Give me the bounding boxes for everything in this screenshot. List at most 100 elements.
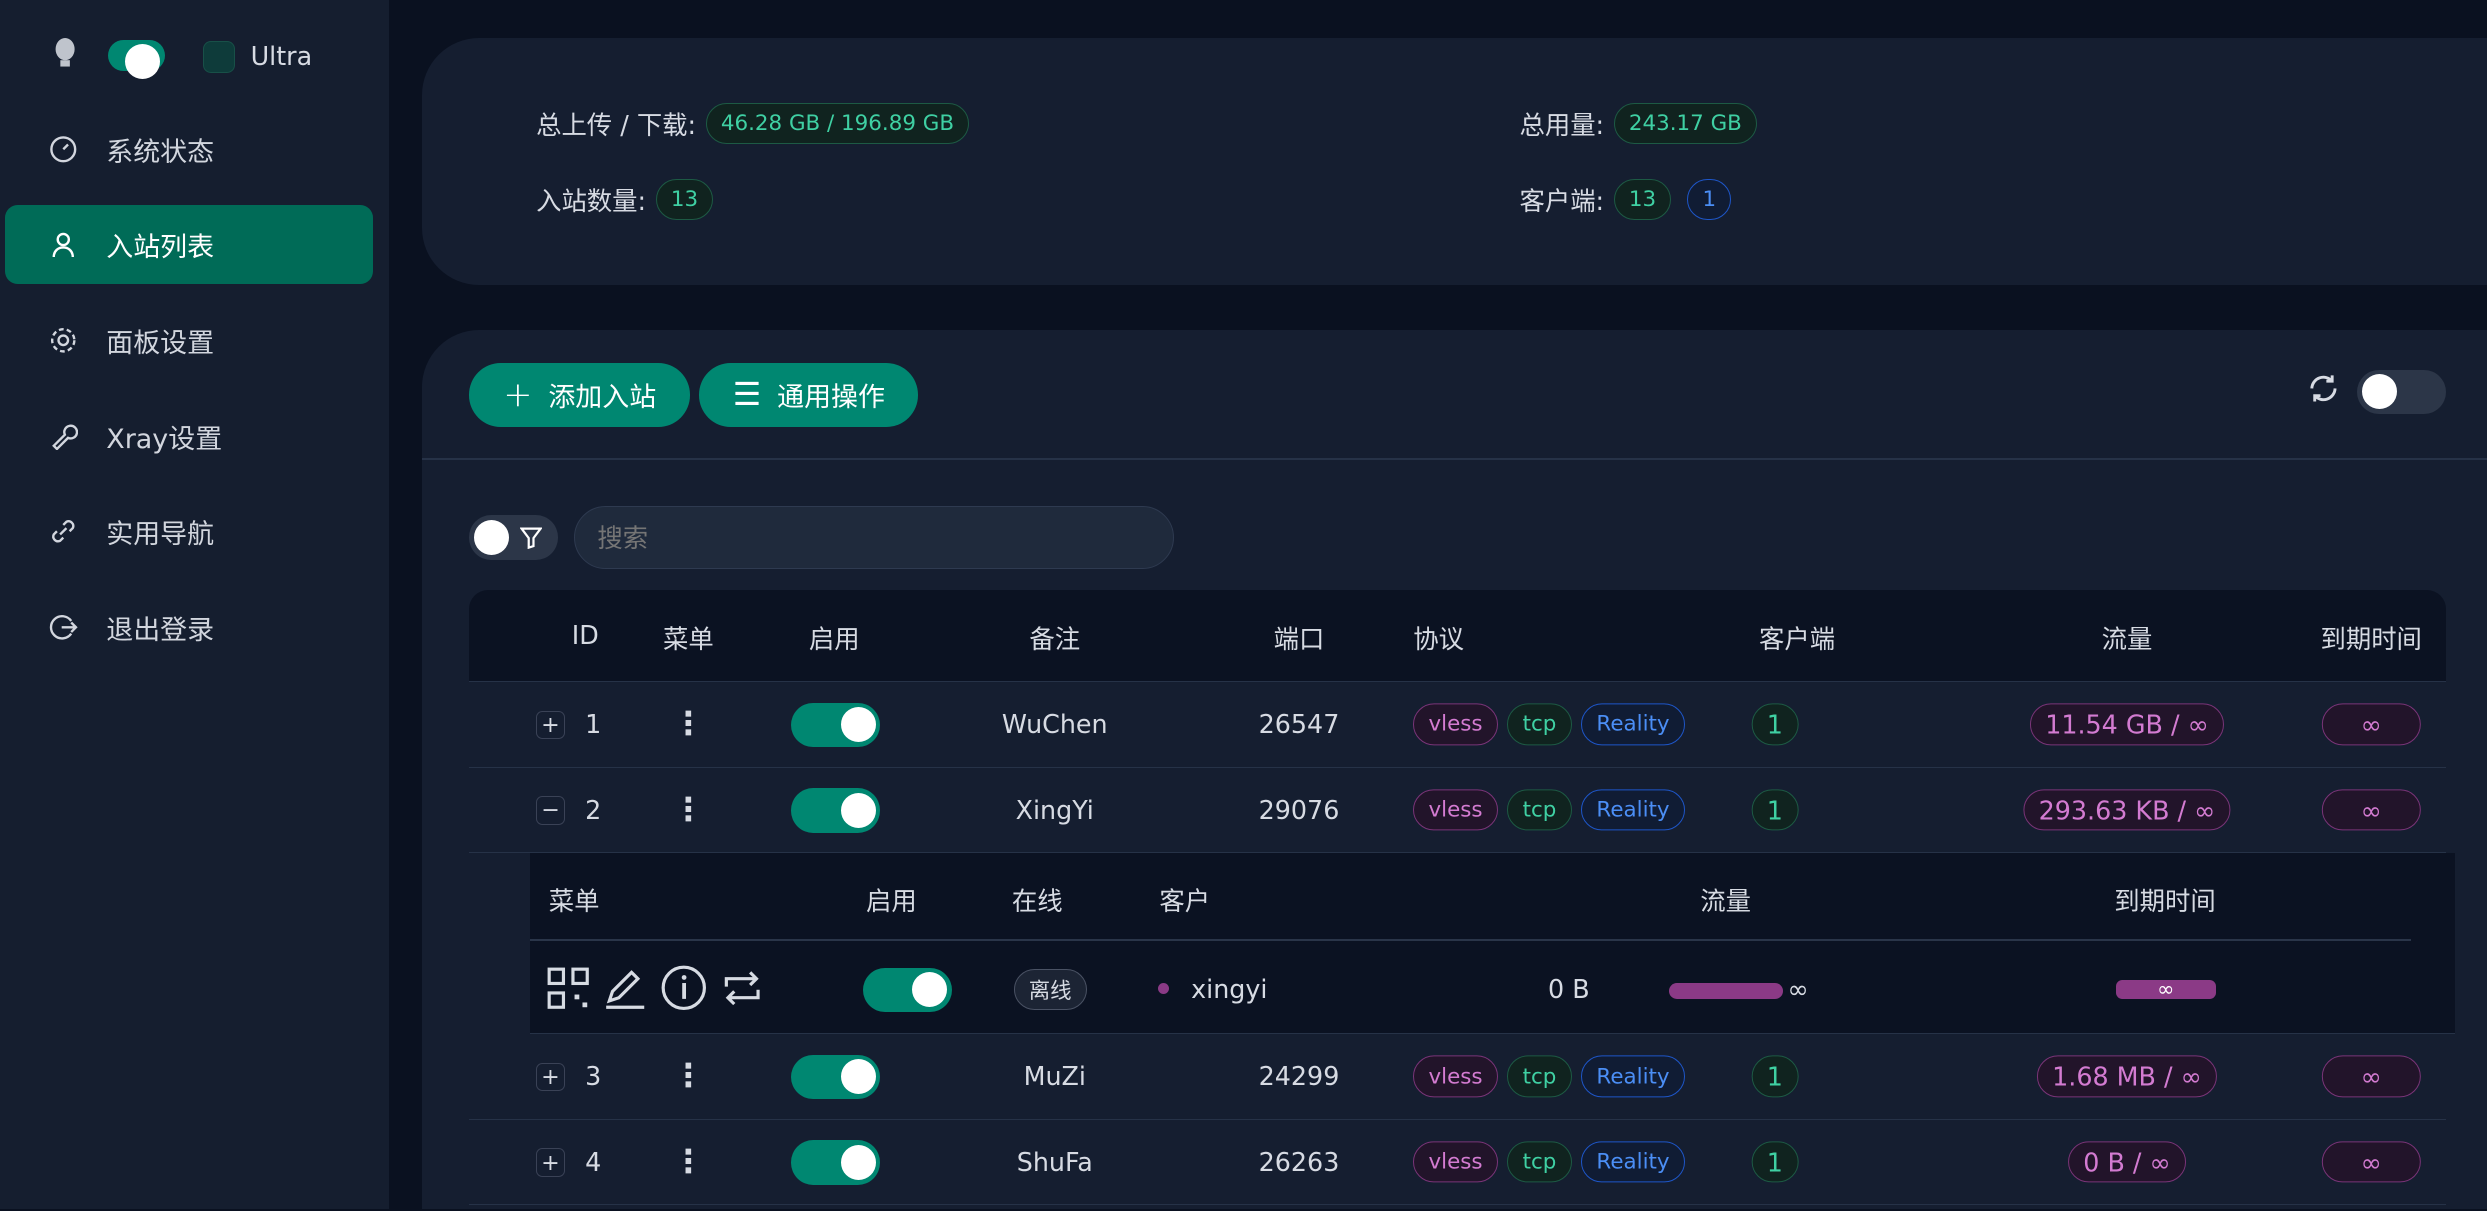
- sidebar-item-1[interactable]: 入站列表: [4, 205, 373, 285]
- header-6: 客户端: [1759, 624, 1836, 655]
- add-inbound-button[interactable]: + 添加入站: [469, 363, 690, 427]
- row-id: 4: [585, 1147, 602, 1178]
- row-menu-icon[interactable]: ⋮: [672, 706, 705, 743]
- row-remark: WuChen: [1001, 709, 1108, 740]
- expand-button[interactable]: +: [536, 1062, 565, 1092]
- plus-icon: +: [503, 374, 533, 415]
- protocol-tag: vless: [1413, 1141, 1498, 1183]
- search-input[interactable]: [574, 505, 1174, 570]
- client-traffic-limit: ∞: [1787, 973, 1809, 1004]
- sidebar-item-label: Xray设置: [106, 423, 223, 455]
- total-label: 总用量:: [1519, 109, 1605, 140]
- refresh-icon[interactable]: [2306, 371, 2341, 406]
- sidebar-item-3[interactable]: Xray设置: [5, 396, 373, 475]
- security-tag: Reality: [1581, 789, 1685, 831]
- sub-header-client: 客户: [1159, 885, 1211, 916]
- row-port: 24299: [1258, 1061, 1340, 1092]
- row-enable-toggle[interactable]: [791, 788, 881, 833]
- row-clients: 1: [1751, 1141, 1799, 1183]
- row-menu-icon[interactable]: ⋮: [672, 1144, 705, 1181]
- stats-card: 总上传 / 下载: 46.28 GB / 196.89 GB 总用量: 243.17…: [421, 38, 2487, 286]
- protocol-tag: vless: [1413, 789, 1498, 831]
- client-status-badge: 离线: [1013, 969, 1087, 1011]
- link-icon: [52, 520, 75, 543]
- gear-icon: [51, 328, 76, 353]
- clients-value: 13: [1613, 179, 1672, 221]
- row-traffic: 1.68 MB / ∞: [2036, 1055, 2218, 1098]
- sidebar-item-0[interactable]: 系统状态: [5, 109, 373, 188]
- sidebar-item-label: 系统状态: [106, 136, 215, 168]
- client-enable-toggle[interactable]: [862, 967, 952, 1012]
- inbound-count-label: 入站数量:: [536, 185, 647, 216]
- row-traffic: 11.54 GB / ∞: [2029, 703, 2224, 745]
- row-menu-icon[interactable]: ⋮: [672, 791, 705, 828]
- network-tag: tcp: [1507, 1055, 1572, 1098]
- info-icon[interactable]: [660, 964, 708, 1012]
- row-clients: 1: [1751, 789, 1799, 831]
- header-5: 协议: [1413, 624, 1464, 655]
- header-2: 启用: [808, 624, 860, 655]
- row-id: 3: [585, 1061, 602, 1092]
- expand-button[interactable]: +: [536, 1148, 565, 1177]
- row-enable-toggle[interactable]: [791, 702, 881, 748]
- table-row: +3 ⋮ MuZi 24299 vless tcp Reality 1 1.68 MB / ∞ ∞: [469, 1034, 2446, 1120]
- sidebar-item-label: 面板设置: [106, 327, 215, 359]
- security-tag: Reality: [1581, 703, 1685, 745]
- expand-button[interactable]: +: [536, 710, 565, 740]
- row-port: 29076: [1258, 794, 1340, 825]
- protocol-tag: vless: [1413, 703, 1498, 745]
- user-icon: [52, 233, 75, 258]
- divider: [421, 458, 2487, 460]
- ultra-checkbox[interactable]: [203, 41, 235, 73]
- row-expiry: ∞: [2322, 789, 2421, 831]
- filter-icon: [520, 527, 543, 549]
- sidebar-item-2[interactable]: 面板设置: [5, 301, 373, 380]
- header-7: 流量: [2101, 624, 2153, 655]
- row-clients: 1: [1751, 1055, 1799, 1098]
- sidebar-item-label: 退出登录: [106, 614, 215, 646]
- row-menu-icon[interactable]: ⋮: [672, 1058, 705, 1095]
- sub-header-online: 在线: [1011, 885, 1063, 916]
- general-actions-button[interactable]: ☰ 通用操作: [699, 363, 919, 427]
- security-tag: Reality: [1581, 1141, 1685, 1183]
- sub-header-traffic: 流量: [1700, 885, 1752, 916]
- security-tag: Reality: [1581, 1055, 1685, 1098]
- auto-refresh-toggle[interactable]: [2356, 369, 2446, 414]
- table-row: −2 ⋮ XingYi 29076 vless tcp Reality 1 293.63 KB …: [469, 768, 2446, 854]
- row-enable-toggle[interactable]: [791, 1054, 881, 1100]
- offline-dot: [1157, 983, 1169, 995]
- theme-toggle[interactable]: [107, 39, 165, 80]
- row-id: 2: [585, 794, 602, 825]
- sidebar-item-4[interactable]: 实用导航: [5, 492, 373, 571]
- total-value: 243.17 GB: [1613, 103, 1758, 145]
- edit-icon[interactable]: [603, 966, 647, 1010]
- client-traffic-bar: [1668, 983, 1783, 1000]
- sidebar: Ultra 系统状态入站列表面板设置 Xray设置 实用导航退出登录: [0, 0, 389, 1209]
- protocol-tag: vless: [1413, 1055, 1498, 1098]
- header-1: 菜单: [662, 624, 714, 655]
- row-traffic: 293.63 KB / ∞: [2023, 789, 2231, 831]
- header-3: 备注: [1029, 624, 1081, 655]
- row-enable-toggle[interactable]: [791, 1140, 881, 1185]
- sub-header-enable: 启用: [866, 885, 917, 916]
- lightbulb-icon[interactable]: [54, 38, 76, 70]
- table-header: ID 菜单 启用 备注 端口 协议 客户端 流量 到期时间: [469, 590, 2446, 682]
- ultra-label: Ultra: [250, 41, 313, 72]
- network-tag: tcp: [1507, 789, 1572, 831]
- client-email: xingyi: [1191, 973, 1268, 1004]
- header-0: ID: [571, 620, 599, 651]
- reset-traffic-icon[interactable]: [720, 966, 764, 1010]
- sidebar-item-5[interactable]: 退出登录: [5, 588, 373, 667]
- row-port: 26547: [1258, 709, 1340, 740]
- sidebar-item-label: 实用导航: [106, 519, 215, 551]
- network-tag: tcp: [1507, 1141, 1572, 1183]
- filter-toggle[interactable]: [469, 515, 559, 560]
- collapse-button[interactable]: −: [536, 796, 565, 825]
- row-id: 1: [585, 709, 602, 740]
- row-port: 26263: [1258, 1147, 1340, 1178]
- network-tag: tcp: [1507, 703, 1572, 745]
- header-8: 到期时间: [2320, 624, 2422, 655]
- qrcode-icon[interactable]: [546, 966, 590, 1010]
- logout-icon: [50, 615, 78, 640]
- dashboard-icon: [50, 136, 77, 163]
